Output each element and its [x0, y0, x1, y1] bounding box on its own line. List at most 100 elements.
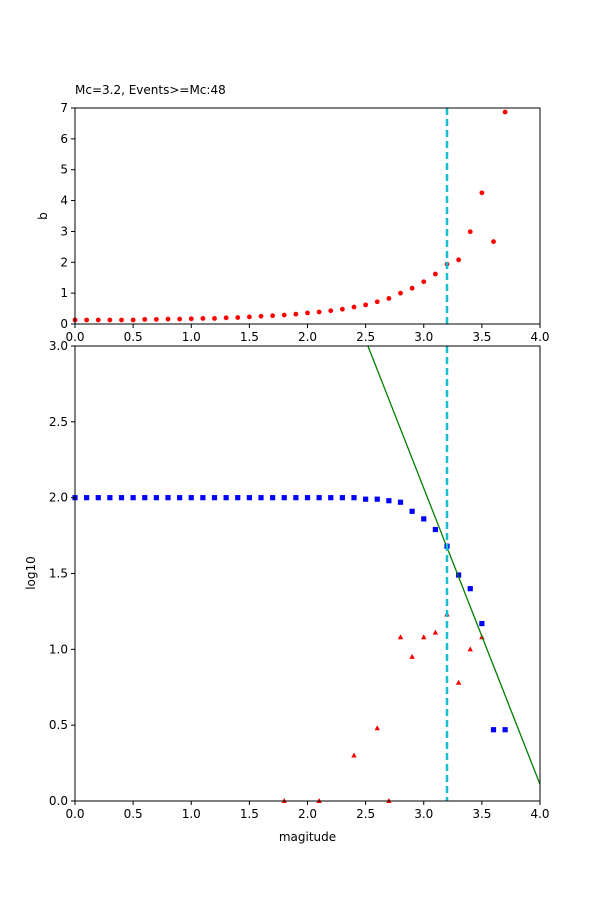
x-tick-label: 3.0 [414, 807, 433, 821]
b-value-point [351, 304, 357, 310]
cumulative-count-point [502, 727, 508, 733]
b-value-point [491, 239, 496, 245]
x-tick-label: 3.0 [414, 330, 433, 344]
bottom-y-axis-label: log10 [24, 556, 38, 590]
bottom-x-axis-label: magitude [279, 830, 336, 844]
cumulative-count-point [293, 495, 299, 501]
cumulative-count-point [421, 516, 427, 522]
b-value-point [119, 317, 124, 323]
b-value-point [270, 313, 276, 319]
x-tick-label: 1.0 [182, 807, 201, 821]
noncumulative-count-point [432, 629, 439, 635]
cumulative-count-point [246, 495, 252, 501]
cumulative-count-point [281, 495, 287, 501]
fit-line [367, 345, 541, 785]
x-tick-label: 2.5 [356, 807, 375, 821]
noncumulative-count-point [421, 634, 427, 640]
cumulative-count-point [258, 495, 264, 501]
y-tick-label: 2.5 [49, 415, 68, 429]
b-value-point [374, 299, 380, 305]
cumulative-count-point [490, 727, 497, 733]
b-value-point [130, 317, 136, 323]
cumulative-count-point [142, 495, 148, 501]
b-value-point [235, 315, 241, 320]
y-tick-label: 1.5 [49, 567, 68, 581]
cumulative-count-point [200, 495, 206, 501]
cumulative-count-point [130, 495, 136, 501]
bottom-frequency-plot: 0.0 0.5 1.0 1.5 2.0 2.5 3.0 3.5 4.0 0.0 0.5 1.0 1.5… [24, 339, 550, 844]
top-y-ticks: 0 1 2 3 4 5 6 7 [60, 101, 75, 331]
b-value-point [363, 302, 369, 308]
b-value-point [200, 316, 206, 321]
b-value-point [165, 316, 171, 322]
cumulative-count-point [479, 620, 485, 627]
noncumulative-count-point [467, 646, 473, 652]
y-tick-label: 2.0 [49, 491, 68, 505]
top-axes-frame [74, 107, 541, 325]
cumulative-count-point [211, 495, 218, 501]
b-value-point [328, 308, 334, 314]
x-tick-label: 2.0 [298, 807, 317, 821]
cumulative-count-point [351, 495, 357, 501]
cumulative-count-point [223, 495, 229, 501]
cumulative-count-point [397, 499, 404, 505]
cumulative-count-point [188, 495, 194, 501]
x-tick-label: 1.0 [182, 330, 201, 344]
cumulative-count-point [153, 495, 159, 501]
y-tick-label: 4 [60, 194, 68, 208]
cumulative-count-point [409, 508, 415, 514]
cumulative-count-point [84, 495, 90, 501]
x-tick-label: 1.5 [240, 330, 259, 344]
b-value-points [72, 109, 508, 323]
b-value-point [84, 317, 90, 323]
cumulative-count-point [456, 572, 462, 578]
x-tick-label: 1.5 [240, 807, 259, 821]
noncumulative-count-point [409, 653, 415, 659]
b-value-point [502, 109, 508, 115]
y-tick-label: 7 [60, 101, 68, 115]
y-tick-label: 1.0 [49, 642, 68, 656]
noncumulative-count-point [397, 634, 404, 640]
b-value-point [467, 229, 473, 235]
b-value-point [316, 309, 322, 315]
x-tick-label: 4.0 [530, 330, 549, 344]
frequency-points [72, 495, 508, 803]
bottom-y-ticks: 0.0 0.5 1.0 1.5 2.0 2.5 3.0 [49, 339, 75, 808]
top-y-axis-label: b [36, 212, 50, 220]
y-tick-label: 2 [60, 255, 68, 269]
b-value-point [305, 310, 310, 316]
y-tick-label: 3.0 [49, 339, 68, 353]
y-tick-label: 3 [60, 224, 68, 238]
x-tick-label: 2.5 [356, 330, 375, 344]
top-x-ticks: 0.0 0.5 1.0 1.5 2.0 2.5 3.0 3.5 4.0 [65, 324, 550, 344]
cumulative-count-point [339, 495, 345, 501]
y-tick-label: 1 [60, 286, 68, 300]
cumulative-count-point [107, 495, 113, 501]
b-value-point [142, 316, 148, 322]
y-tick-label: 0.0 [49, 794, 68, 808]
cumulative-count-point [304, 495, 311, 501]
b-value-point [456, 257, 462, 263]
cumulative-count-point [235, 495, 241, 501]
y-tick-label: 0 [60, 317, 68, 331]
b-value-point [339, 306, 345, 312]
b-value-point [293, 311, 299, 317]
b-value-point [177, 316, 183, 322]
cumulative-count-point [316, 495, 322, 501]
noncumulative-count-point [351, 752, 357, 758]
cumulative-count-point [328, 495, 334, 501]
b-value-point [107, 317, 113, 323]
b-value-point [246, 314, 252, 320]
x-tick-label: 2.0 [298, 330, 317, 344]
b-value-point [432, 271, 438, 277]
bottom-x-ticks: 0.0 0.5 1.0 1.5 2.0 2.5 3.0 3.5 4.0 [65, 801, 550, 821]
x-tick-label: 3.5 [472, 330, 491, 344]
y-tick-label: 0.5 [49, 718, 68, 732]
top-b-value-plot: Mc=3.2, Events>=Mc:48 0.0 0.5 1.0 1.5 2.0 2.5… [36, 83, 550, 344]
cumulative-count-point [165, 495, 171, 501]
b-value-point [398, 290, 403, 296]
b-value-point [212, 316, 217, 321]
noncumulative-count-point [374, 725, 380, 731]
x-tick-label: 0.5 [124, 330, 143, 344]
